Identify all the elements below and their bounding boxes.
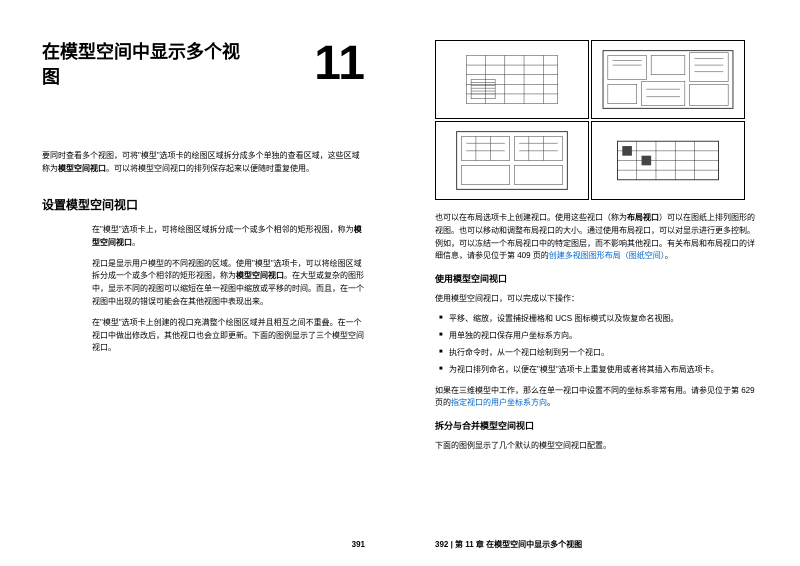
bullet-item: 为视口排列命名，以便在"模型"选项卡上重复使用或者将其插入布局选项卡。 <box>439 364 758 377</box>
right-paragraph-2: 使用模型空间视口，可以完成以下操作： <box>435 293 758 306</box>
chapter-title: 在模型空间中显示多个视 图 <box>42 40 240 90</box>
rp3-end: 。 <box>547 398 555 407</box>
bullet-item: 平移、缩放，设置捕捉栅格和 UCS 图标模式以及恢复命名视图。 <box>439 313 758 326</box>
floorplan-svg-2 <box>592 41 744 118</box>
floorplan-svg-1 <box>436 41 588 118</box>
floorplan-svg-4 <box>592 122 744 199</box>
title-line2: 图 <box>42 67 60 87</box>
page-number-left: 391 <box>352 539 365 551</box>
right-paragraph-1: 也可以在布局选项卡上创建视口。使用这些视口（称为布局视口）可以在图纸上排列图形的… <box>435 212 758 263</box>
rp3-link[interactable]: 指定视口的用户坐标系方向 <box>451 398 547 407</box>
title-line1: 在模型空间中显示多个视 <box>42 42 240 62</box>
viewport-figure <box>435 40 745 200</box>
page-number-right: 392 | 第 11 章 在模型空间中显示多个视图 <box>435 539 582 551</box>
right-paragraph-4: 下面的图例显示了几个默认的模型空间视口配置。 <box>435 440 758 453</box>
rp1-bold: 布局视口 <box>627 213 659 222</box>
rp1-end: 。 <box>665 251 673 260</box>
right-paragraph-3: 如果在三维模型中工作，那么在单一视口中设置不同的坐标系非常有用。请参见位于第 6… <box>435 385 758 411</box>
viewport-1 <box>435 40 589 119</box>
p1-text-a: 在"模型"选项卡上，可将绘图区域拆分成一个或多个相邻的矩形视图，称为 <box>92 225 354 234</box>
p1-text-c: 。 <box>132 238 140 247</box>
viewport-4 <box>591 121 745 200</box>
chapter-header: 在模型空间中显示多个视 图 11 <box>42 40 365 90</box>
left-page: 在模型空间中显示多个视 图 11 要同时查看多个视图，可将"模型"选项卡的绘图区… <box>0 0 400 566</box>
section-heading-1: 设置模型空间视口 <box>42 196 365 214</box>
right-page: 也可以在布局选项卡上创建视口。使用这些视口（称为布局视口）可以在图纸上排列图形的… <box>400 0 800 566</box>
bullet-item: 执行命令时，从一个视口绘制到另一个视口。 <box>439 347 758 360</box>
sub-heading-2: 拆分与合并模型空间视口 <box>435 420 758 434</box>
rp1-a: 也可以在布局选项卡上创建视口。使用这些视口（称为 <box>435 213 627 222</box>
floorplan-svg-3 <box>436 122 588 199</box>
chapter-number: 11 <box>314 40 365 88</box>
intro-paragraph: 要同时查看多个视图，可将"模型"选项卡的绘图区域拆分成多个单独的查看区域，这些区… <box>42 150 365 176</box>
rp1-link[interactable]: 创建多视图图形布局（图纸空间） <box>549 251 665 260</box>
p2-bold: 模型空间视口 <box>236 271 284 280</box>
bullet-item: 用单独的视口保存用户坐标系方向。 <box>439 330 758 343</box>
paragraph-2: 视口是显示用户模型的不同视图的区域。使用"模型"选项卡，可以将绘图区域拆分成一个… <box>92 258 365 309</box>
paragraph-1: 在"模型"选项卡上，可将绘图区域拆分成一个或多个相邻的矩形视图，称为模型空间视口… <box>92 224 365 250</box>
viewport-2 <box>591 40 745 119</box>
intro-end: 。可以将模型空间视口的排列保存起来以便随时重复使用。 <box>106 164 314 173</box>
bullet-list: 平移、缩放，设置捕捉栅格和 UCS 图标模式以及恢复命名视图。 用单独的视口保存… <box>439 313 758 376</box>
paragraph-3: 在"模型"选项卡上创建的视口充满整个绘图区域并且相互之间不重叠。在一个视口中做出… <box>92 317 365 355</box>
sub-heading-1: 使用模型空间视口 <box>435 273 758 287</box>
intro-bold-term: 模型空间视口 <box>58 164 106 173</box>
viewport-3 <box>435 121 589 200</box>
